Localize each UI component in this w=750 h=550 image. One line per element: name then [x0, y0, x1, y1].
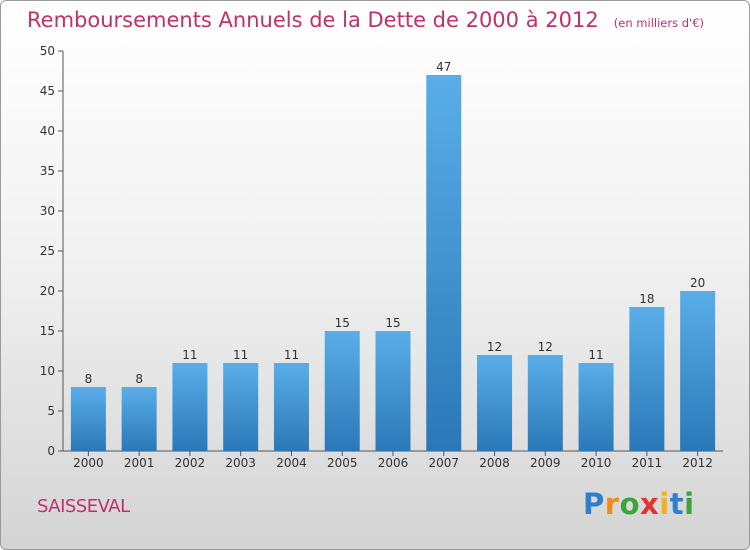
bar-value-label: 12 — [487, 340, 502, 354]
y-tick-label: 0 — [47, 444, 55, 458]
bar-value-label: 20 — [690, 276, 705, 290]
y-tick-label: 50 — [40, 44, 55, 58]
x-tick-label: 2008 — [479, 456, 510, 470]
place-name: SAISSEVAL — [37, 496, 130, 517]
bar-value-label: 11 — [233, 348, 248, 362]
bar-value-label: 11 — [284, 348, 299, 362]
bar-value-label: 11 — [588, 348, 603, 362]
bar — [578, 363, 614, 451]
bar — [223, 363, 259, 451]
y-tick-label: 15 — [40, 324, 55, 338]
bar — [477, 355, 513, 451]
logo-letter: t — [669, 487, 685, 521]
bar — [273, 363, 309, 451]
bar-value-label: 8 — [135, 372, 143, 386]
x-tick-label: 2010 — [581, 456, 612, 470]
logo-letter: P — [583, 487, 605, 521]
bar — [121, 387, 157, 451]
x-tick-label: 2012 — [682, 456, 713, 470]
logo-letter: o — [619, 487, 641, 521]
logo-letter: r — [604, 487, 620, 521]
bar — [629, 307, 665, 451]
y-tick-label: 35 — [40, 164, 55, 178]
bar — [324, 331, 360, 451]
y-tick-label: 25 — [40, 244, 55, 258]
y-tick-label: 20 — [40, 284, 55, 298]
bar-value-label: 11 — [182, 348, 197, 362]
x-tick-label: 2003 — [225, 456, 256, 470]
bar — [680, 291, 716, 451]
bar — [527, 355, 563, 451]
bar-value-label: 12 — [538, 340, 553, 354]
data-labels: 8 8 11 11 11 15 15 47 12 12 11 18 20 — [85, 60, 706, 386]
x-tick-label: 2009 — [530, 456, 561, 470]
chart-title: Remboursements Annuels de la Dette de 20… — [27, 8, 704, 32]
bar-value-label: 15 — [335, 316, 350, 330]
logo-letter: x — [640, 487, 660, 521]
chart-title-main: Remboursements Annuels de la Dette de 20… — [27, 8, 599, 32]
y-tick-label: 5 — [47, 404, 55, 418]
bar-value-label: 8 — [85, 372, 93, 386]
bar — [426, 75, 462, 451]
y-tick-label: 10 — [40, 364, 55, 378]
x-tick-label: 2002 — [175, 456, 206, 470]
logo-letter: i — [684, 487, 695, 521]
proxiti-logo: Proxiti — [583, 487, 695, 521]
x-tick-label: 2011 — [632, 456, 663, 470]
axes: 0 5 10 15 20 25 30 35 40 45 50 2000 2001 2002 2003 2004… — [40, 44, 723, 470]
y-tick-label: 30 — [40, 204, 55, 218]
x-tick-label: 2007 — [428, 456, 459, 470]
x-tick-label: 2001 — [124, 456, 155, 470]
chart-title-unit: (en milliers d'€) — [613, 16, 704, 30]
bar — [70, 387, 106, 451]
bar-value-label: 15 — [385, 316, 400, 330]
x-tick-label: 2005 — [327, 456, 358, 470]
bar-value-label: 47 — [436, 60, 451, 74]
bar — [375, 331, 411, 451]
logo-letter: i — [659, 487, 670, 521]
y-tick-label: 45 — [40, 84, 55, 98]
bar — [172, 363, 208, 451]
x-tick-label: 2000 — [73, 456, 104, 470]
x-tick-label: 2004 — [276, 456, 307, 470]
x-tick-label: 2006 — [378, 456, 409, 470]
y-tick-label: 40 — [40, 124, 55, 138]
bars — [70, 75, 716, 451]
bar-value-label: 18 — [639, 292, 654, 306]
